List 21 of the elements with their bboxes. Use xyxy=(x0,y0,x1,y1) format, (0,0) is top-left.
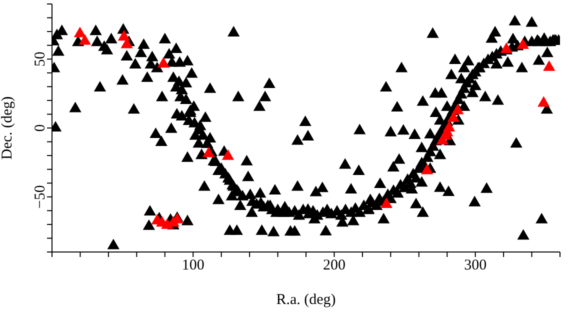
point xyxy=(118,30,130,41)
point xyxy=(452,104,464,114)
point xyxy=(222,149,234,160)
point xyxy=(78,34,91,45)
point xyxy=(420,164,434,174)
point xyxy=(157,57,170,68)
y-axis-title: Dec. (deg) xyxy=(0,96,16,160)
y-tick-label: 0 xyxy=(32,124,48,132)
point xyxy=(380,197,393,208)
point xyxy=(538,96,550,107)
point xyxy=(543,60,556,71)
x-tick-label: 100 xyxy=(182,258,204,274)
point xyxy=(447,111,460,122)
point xyxy=(202,146,215,158)
y-tick-label: 50 xyxy=(32,52,48,67)
x-axis-title: R.a. (deg) xyxy=(276,292,336,308)
x-tick-label: 300 xyxy=(464,258,487,274)
point xyxy=(516,38,529,49)
x-tick-label: 200 xyxy=(322,258,346,274)
y-tick-label: −50 xyxy=(32,185,48,209)
point xyxy=(436,134,449,144)
